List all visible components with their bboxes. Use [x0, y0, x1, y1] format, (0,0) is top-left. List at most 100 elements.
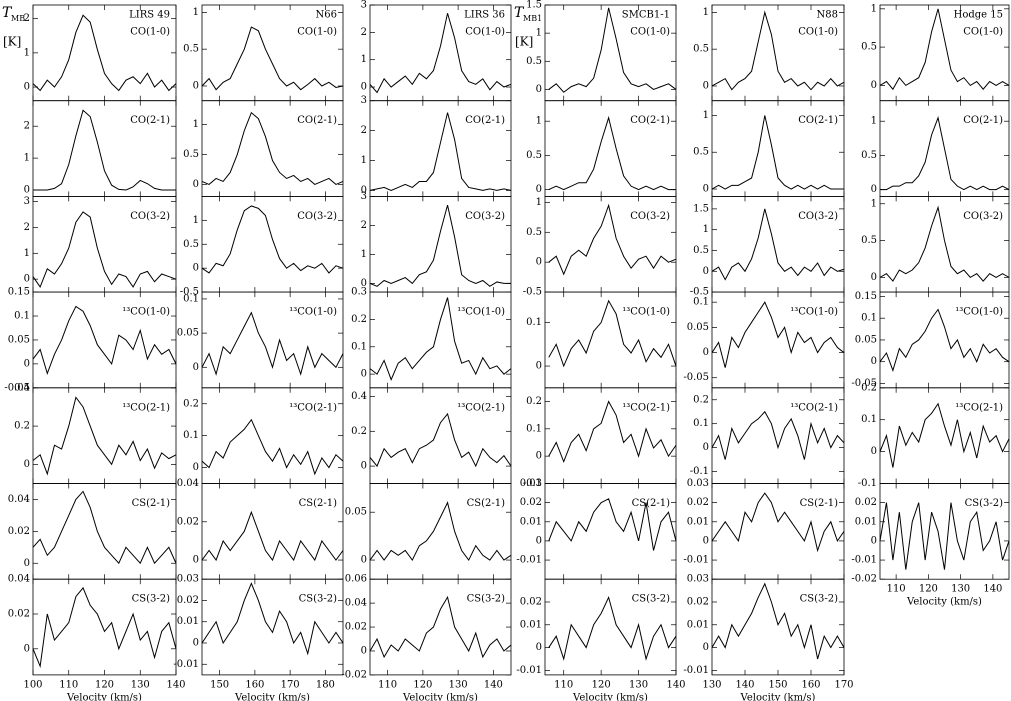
- spectrum: [879, 8, 1010, 91]
- line-label: CS(2-1): [132, 498, 171, 509]
- y-label-unit: [K]: [515, 35, 533, 49]
- line-label: CS(3-2): [467, 594, 506, 605]
- spectrum: [369, 412, 512, 468]
- y-tick-label: 0: [703, 642, 709, 653]
- x-axis-label: Velocity (km/s): [740, 692, 816, 701]
- x-axis-label: Velocity (km/s): [572, 692, 648, 701]
- x-tick-label: 150: [210, 679, 229, 690]
- line-label: CO(2-1): [630, 115, 670, 126]
- line-label: ¹³CO(1-0): [790, 307, 838, 318]
- y-tick-label: 0: [703, 535, 709, 546]
- y-tick-label: 0.05: [855, 334, 877, 345]
- y-tick-label: 0.5: [526, 227, 542, 238]
- line-label: CO(1-0): [297, 27, 337, 38]
- y-tick-label: 0.02: [520, 596, 542, 607]
- spectrum: [879, 502, 1010, 570]
- y-tick-label: 1: [536, 197, 542, 208]
- line-label: ¹³CO(2-1): [457, 402, 505, 413]
- line-label: CO(1-0): [465, 27, 505, 38]
- line-label: CO(2-1): [297, 115, 337, 126]
- y-tick-label: 0.5: [861, 42, 877, 53]
- y-tick-label: -0.1: [858, 478, 877, 489]
- line-label: CS(2-1): [299, 498, 338, 509]
- y-tick-label: 2: [24, 121, 30, 132]
- y-tick-label: -0.02: [341, 669, 367, 680]
- x-tick-label: 160: [801, 679, 820, 690]
- y-tick-label: 1: [871, 198, 877, 209]
- y-tick-label: 0.5: [693, 147, 709, 158]
- spectrum: [369, 13, 512, 94]
- spectrum: [711, 10, 845, 91]
- y-tick-label: 0.05: [177, 328, 199, 339]
- y-tick-label: 1: [703, 224, 709, 235]
- spectrum: [369, 501, 512, 562]
- y-tick-label: 0: [24, 643, 30, 654]
- y-tick-label: 0: [193, 263, 199, 274]
- y-tick-label: 0: [193, 362, 199, 373]
- spectrum: [548, 498, 677, 551]
- spectrum: [548, 595, 677, 661]
- y-tick-label: 0.02: [8, 609, 30, 620]
- y-tick-label: 0.5: [526, 56, 542, 67]
- source-name: N66: [316, 10, 337, 21]
- y-tick-label: 0.04: [345, 598, 367, 609]
- y-label-subscript: MB1: [523, 14, 542, 23]
- y-tick-label: 0.15: [855, 291, 877, 302]
- line-label: CO(2-1): [130, 115, 170, 126]
- y-tick-label: -0.01: [683, 665, 709, 676]
- source-name: SMCB1-1: [622, 10, 670, 21]
- y-tick-label: 0.04: [177, 478, 199, 489]
- x-axis-label: Velocity (km/s): [402, 692, 478, 701]
- y-tick-label: -0.5: [180, 287, 199, 298]
- line-label: CO(3-2): [963, 211, 1003, 222]
- y-tick-label: 0.1: [693, 297, 709, 308]
- y-tick-label: 0: [24, 82, 30, 93]
- x-tick-label: 130: [702, 679, 721, 690]
- y-tick-label: 0.1: [351, 341, 367, 352]
- y-label-unit: [K]: [3, 35, 21, 49]
- y-tick-label: 3: [361, 95, 367, 106]
- y-tick-label: 0: [361, 278, 367, 289]
- line-label: CO(1-0): [130, 27, 170, 38]
- y-tick-label: 0.1: [526, 423, 542, 434]
- x-tick-label: 170: [281, 679, 300, 690]
- source-name: N88: [817, 10, 838, 21]
- y-tick-label: 0: [871, 80, 877, 91]
- line-label: CS(3-2): [965, 498, 1004, 509]
- x-tick-label: 120: [413, 679, 432, 690]
- x-tick-label: 150: [768, 679, 787, 690]
- spectrum: [880, 116, 1010, 191]
- spectrum: [32, 586, 177, 669]
- y-tick-label: 0.5: [693, 245, 709, 256]
- y-tick-label: 0.02: [177, 595, 199, 606]
- y-label-subscript: MB: [11, 14, 25, 23]
- spectrum: [32, 14, 177, 92]
- spectrum: [548, 203, 677, 276]
- y-tick-label: 1: [193, 215, 199, 226]
- y-tick-label: 0: [703, 80, 709, 91]
- line-label: CS(2-1): [632, 498, 671, 509]
- spectrum: [711, 208, 845, 281]
- y-tick-label: 0.02: [345, 622, 367, 633]
- y-tick-label: -0.1: [690, 466, 709, 477]
- x-tick-label: 140: [166, 679, 185, 690]
- spectrum: [548, 299, 677, 368]
- y-label-symbol: T: [514, 5, 525, 21]
- line-label: CO(3-2): [465, 211, 505, 222]
- y-tick-label: 0: [703, 184, 709, 195]
- y-label-symbol: T: [2, 5, 13, 21]
- spectrum: [369, 297, 512, 381]
- y-tick-label: 0: [24, 274, 30, 285]
- spectrum: [711, 410, 845, 460]
- y-tick-label: 0: [703, 266, 709, 277]
- y-tick-label: 0: [871, 535, 877, 546]
- y-tick-label: 2: [361, 27, 367, 38]
- y-tick-label: 0.1: [14, 311, 30, 322]
- spectrum: [32, 396, 177, 476]
- y-tick-label: 0.02: [855, 497, 877, 508]
- y-tick-label: 2: [24, 222, 30, 233]
- y-tick-label: 0.01: [520, 619, 542, 630]
- y-tick-label: 0.2: [693, 394, 709, 405]
- spectrum: [201, 418, 344, 476]
